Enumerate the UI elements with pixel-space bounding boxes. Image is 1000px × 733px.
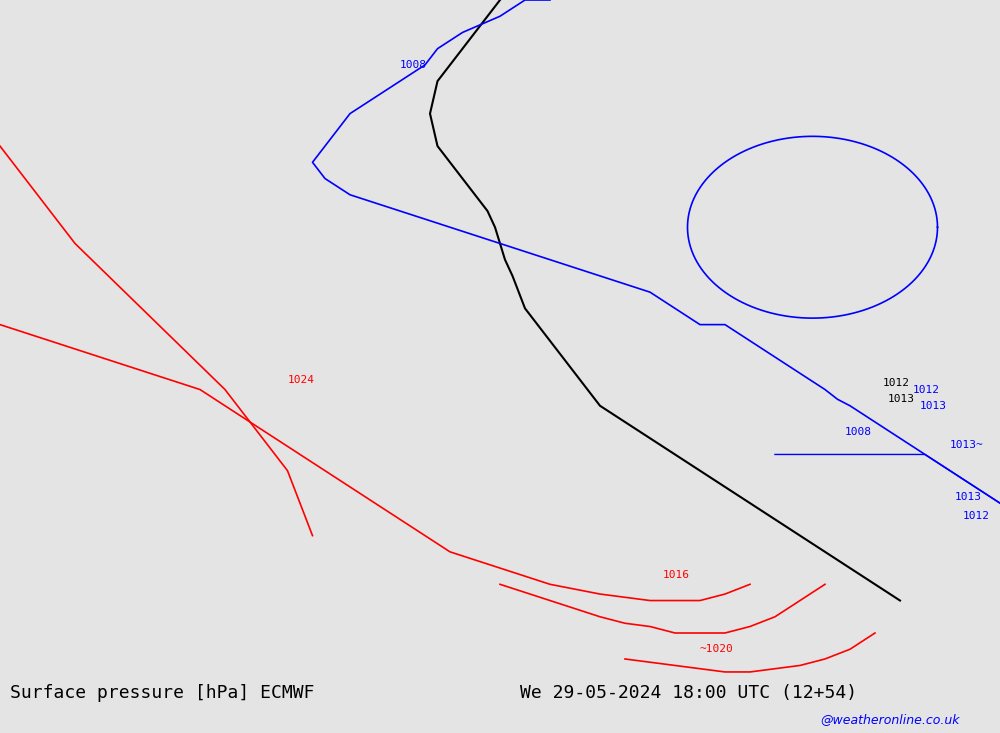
Text: 1013~: 1013~: [950, 440, 984, 450]
Text: @weatheronline.co.uk: @weatheronline.co.uk: [820, 712, 960, 726]
Text: 1013: 1013: [888, 394, 914, 405]
Text: Surface pressure [hPa] ECMWF: Surface pressure [hPa] ECMWF: [10, 684, 314, 701]
Text: 1012: 1012: [962, 511, 990, 521]
Text: 1016: 1016: [662, 570, 690, 580]
Text: 1008: 1008: [400, 60, 427, 70]
Text: 1012: 1012: [912, 385, 940, 394]
Text: ~1020: ~1020: [700, 644, 734, 655]
Text: 1012: 1012: [883, 378, 910, 388]
Text: 1008: 1008: [845, 427, 872, 437]
Text: We 29-05-2024 18:00 UTC (12+54): We 29-05-2024 18:00 UTC (12+54): [520, 684, 857, 701]
Text: 1024: 1024: [288, 375, 314, 385]
Text: 1013: 1013: [955, 492, 982, 501]
Text: 1013: 1013: [920, 401, 947, 410]
